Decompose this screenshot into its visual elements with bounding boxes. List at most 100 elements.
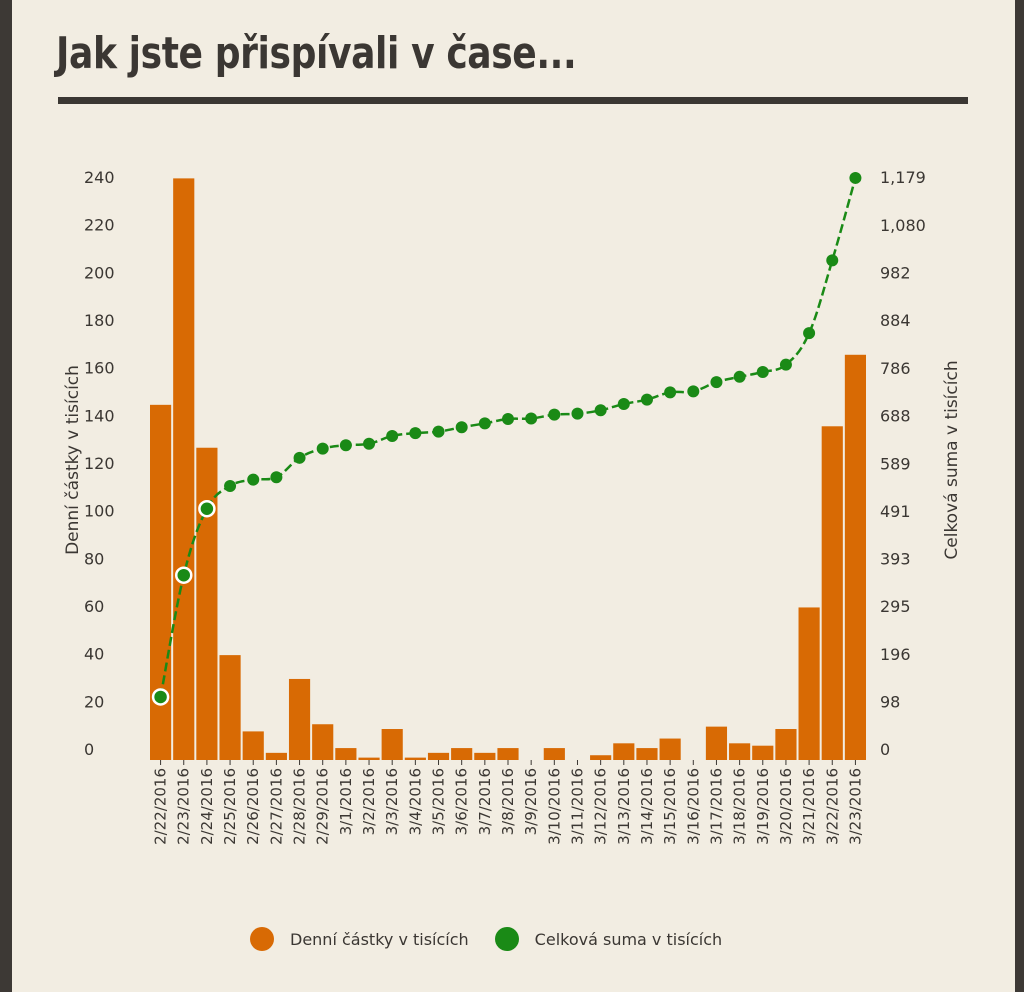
y-left-axis-title: Denní částky v tisících bbox=[63, 365, 83, 555]
total-point bbox=[432, 425, 445, 438]
x-tick-label: 3/22/2016 bbox=[823, 768, 841, 845]
title-underline bbox=[58, 97, 968, 104]
x-tick-label: 3/10/2016 bbox=[545, 768, 563, 845]
x-tick-label: 2/22/2016 bbox=[152, 768, 170, 845]
bar bbox=[752, 745, 774, 760]
legend-label-total: Celková suma v tisících bbox=[534, 929, 723, 949]
y-left-tick-label: 80 bbox=[84, 549, 104, 568]
y-left-tick-label: 140 bbox=[84, 406, 115, 425]
x-tick-label: 3/11/2016 bbox=[568, 768, 586, 845]
x-tick-label: 2/24/2016 bbox=[198, 768, 216, 845]
bar bbox=[381, 729, 403, 760]
x-tick-label: 3/7/2016 bbox=[476, 768, 494, 835]
x-tick-label: 3/20/2016 bbox=[777, 768, 795, 845]
y-left-tick-label: 240 bbox=[84, 168, 115, 187]
bar bbox=[497, 748, 519, 760]
bar bbox=[173, 178, 195, 760]
total-point bbox=[571, 407, 584, 420]
x-tick-label: 3/1/2016 bbox=[337, 768, 355, 835]
bar bbox=[659, 738, 681, 760]
legend-item-total[interactable]: Celková suma v tisících bbox=[494, 927, 723, 951]
y-right-tick-label: 786 bbox=[880, 359, 911, 378]
bar bbox=[335, 748, 357, 760]
total-point bbox=[409, 427, 422, 440]
y-left-tick-label: 200 bbox=[84, 263, 115, 282]
bar bbox=[775, 729, 797, 760]
total-point bbox=[594, 404, 607, 417]
total-point bbox=[478, 417, 491, 430]
total-point bbox=[339, 439, 352, 452]
x-tick-label: 2/28/2016 bbox=[291, 768, 309, 845]
x-tick-label: 3/8/2016 bbox=[499, 768, 517, 835]
y-right-tick-label: 884 bbox=[880, 311, 911, 330]
x-tick-label: 3/9/2016 bbox=[522, 768, 540, 835]
x-tick-label: 3/13/2016 bbox=[615, 768, 633, 845]
y-right-tick-label: 1,179 bbox=[880, 168, 926, 187]
bar bbox=[427, 752, 450, 760]
total-point bbox=[198, 499, 216, 518]
x-tick-label: 3/5/2016 bbox=[430, 768, 448, 835]
x-tick-label: 3/19/2016 bbox=[754, 768, 772, 845]
bar bbox=[821, 426, 843, 760]
bar bbox=[451, 748, 473, 760]
bar bbox=[404, 757, 426, 760]
bar bbox=[613, 743, 635, 760]
bar bbox=[242, 731, 264, 760]
total-point bbox=[849, 171, 862, 184]
y-right-tick-label: 982 bbox=[880, 264, 911, 283]
total-point bbox=[151, 688, 170, 706]
y-left-tick-label: 0 bbox=[84, 740, 94, 759]
total-point bbox=[363, 437, 376, 450]
bar bbox=[358, 757, 380, 760]
legend-item-daily[interactable]: Denní částky v tisících bbox=[250, 927, 469, 951]
bar bbox=[265, 752, 287, 760]
x-tick-label: 3/6/2016 bbox=[453, 768, 471, 835]
total-point bbox=[293, 451, 306, 464]
total-point bbox=[826, 254, 839, 267]
y-right-tick-label: 393 bbox=[880, 549, 911, 568]
bar bbox=[705, 726, 728, 760]
y-left-tick-label: 40 bbox=[84, 645, 104, 664]
x-tick-label: 2/26/2016 bbox=[244, 768, 262, 845]
total-point bbox=[386, 429, 399, 442]
y-right-tick-label: 0 bbox=[880, 740, 890, 759]
y-left-tick-label: 60 bbox=[84, 597, 104, 616]
x-tick-label: 3/2/2016 bbox=[360, 768, 378, 835]
total-point bbox=[224, 479, 237, 492]
x-tick-label: 3/14/2016 bbox=[638, 768, 656, 845]
total-point bbox=[270, 471, 283, 484]
y-right-axis-title: Celková suma v tisících bbox=[942, 360, 962, 559]
x-tick-label: 3/4/2016 bbox=[406, 768, 424, 835]
bar bbox=[312, 724, 334, 760]
chart-legend: Denní částky v tisících Celková suma v t… bbox=[250, 925, 748, 953]
y-right-tick-label: 589 bbox=[880, 454, 911, 473]
y-right-tick-label: 98 bbox=[880, 692, 900, 711]
x-tick-label: 2/29/2016 bbox=[314, 768, 332, 845]
bar bbox=[729, 743, 751, 760]
total-point bbox=[733, 370, 746, 383]
x-tick-label: 3/3/2016 bbox=[383, 768, 401, 835]
total-point bbox=[502, 413, 514, 426]
x-tick-label: 3/23/2016 bbox=[846, 768, 864, 845]
x-tick-label: 3/16/2016 bbox=[684, 768, 702, 845]
y-left-tick-label: 100 bbox=[84, 502, 115, 521]
total-point bbox=[316, 442, 329, 455]
y-right-tick-label: 295 bbox=[880, 597, 911, 616]
total-point bbox=[548, 408, 561, 421]
x-tick-label: 2/27/2016 bbox=[267, 768, 285, 845]
total-point bbox=[710, 376, 723, 389]
total-point bbox=[617, 397, 630, 410]
y-left-tick-label: 120 bbox=[84, 454, 115, 473]
total-point bbox=[803, 327, 816, 340]
bar bbox=[636, 748, 658, 760]
y-left-tick-label: 20 bbox=[84, 692, 104, 711]
x-tick-label: 3/21/2016 bbox=[800, 768, 818, 845]
bar bbox=[844, 354, 866, 760]
bar bbox=[798, 607, 820, 760]
bar bbox=[288, 678, 311, 760]
x-tick-label: 3/12/2016 bbox=[592, 768, 610, 845]
legend-line-swatch bbox=[494, 927, 519, 951]
y-left-tick-label: 160 bbox=[84, 359, 115, 378]
page-title: Jak jste přispívali v čase... bbox=[56, 28, 577, 79]
